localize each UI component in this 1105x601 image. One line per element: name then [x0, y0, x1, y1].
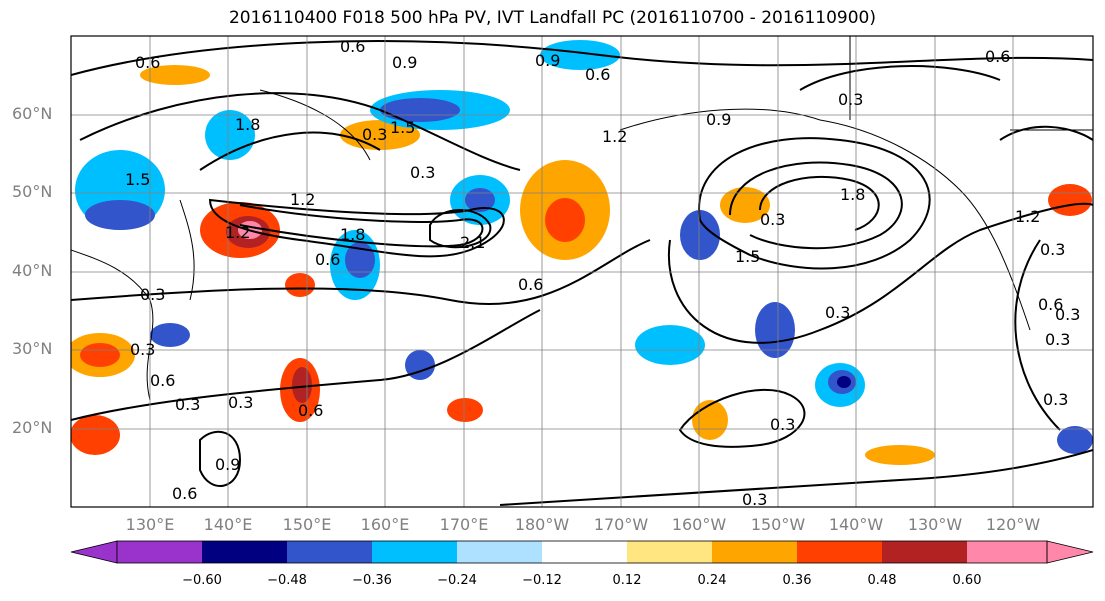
colorbar-bin: [627, 541, 712, 563]
colorbar-tick: −0.60: [182, 573, 222, 588]
lon-label-160w: 160°W: [671, 515, 727, 534]
colorbar-bin: [797, 541, 882, 563]
contour-label: 0.3: [410, 163, 435, 182]
contour-label: 1.2: [290, 190, 315, 209]
contour-label: 0.3: [1045, 330, 1070, 349]
colorbar-tick: 0.36: [782, 573, 812, 588]
colorbar-tick: −0.48: [267, 573, 307, 588]
contour-label: 1.2: [225, 223, 250, 242]
colorbar-bin: [287, 541, 372, 563]
colorbar-tick: 0.24: [697, 573, 727, 588]
lon-label-150w: 150°W: [750, 515, 806, 534]
contour-label: 1.8: [840, 185, 865, 204]
contour-label: 0.3: [825, 303, 850, 322]
contour-label: 1.5: [125, 170, 150, 189]
lon-label-130w: 130°W: [907, 515, 963, 534]
contour-label: 0.3: [760, 210, 785, 229]
chart-title: 2016110400 F018 500 hPa PV, IVT Landfall…: [228, 8, 876, 28]
plot-frame: [70, 35, 1094, 508]
colorbar-bin: [882, 541, 967, 563]
contour-label: 0.3: [838, 90, 863, 109]
colorbar-tick: 0.48: [867, 573, 897, 588]
contour-label: 1.8: [340, 225, 365, 244]
contour-label: 0.6: [518, 275, 543, 294]
contour-label: 1.2: [1015, 207, 1040, 226]
contour-label: 0.6: [1038, 295, 1063, 314]
contour-label: 0.9: [215, 455, 240, 474]
colorbar-bin: [457, 541, 542, 563]
contour-label: 0.3: [1055, 305, 1080, 324]
contour-label: 0.9: [706, 110, 731, 129]
contour-label: 0.6: [315, 250, 340, 269]
lon-label-160e: 160°E: [360, 515, 410, 534]
contour-label: 0.3: [1043, 390, 1068, 409]
colorbar-bin: [542, 541, 627, 563]
pv-contours: [71, 40, 1093, 506]
gridlines: [71, 36, 1093, 507]
colorbar-extend-high: [1046, 540, 1094, 564]
contour-label: 0.3: [770, 415, 795, 434]
contour-label: 0.6: [172, 484, 197, 503]
lon-label-170e: 170°E: [439, 515, 489, 534]
contour-label: 0.6: [585, 65, 610, 84]
contour-label: 1.5: [390, 118, 415, 137]
contour-label: 0.9: [392, 53, 417, 72]
colorbar-tick: 0.60: [952, 573, 982, 588]
contour-label: 0.3: [362, 125, 387, 144]
contour-label: 2.1: [460, 233, 485, 252]
lat-label-50n: 50°N: [12, 182, 53, 201]
colorbar-bin: [372, 541, 457, 563]
colorbar-bin: [202, 541, 287, 563]
contour-label: 0.3: [130, 340, 155, 359]
lat-label-40n: 40°N: [12, 261, 53, 280]
contour-label: 0.6: [985, 47, 1010, 66]
lon-label-150e: 150°E: [282, 515, 332, 534]
contour-label: 0.3: [175, 395, 200, 414]
contour-label: 0.6: [298, 401, 323, 420]
colorbar-bin: [712, 541, 797, 563]
lon-label-140w: 140°W: [828, 515, 884, 534]
colorbar-tick: −0.12: [522, 573, 562, 588]
contour-label: 0.3: [140, 285, 165, 304]
contour-label: 1.8: [235, 115, 260, 134]
lon-label-120w: 120°W: [985, 515, 1041, 534]
lon-label-170w: 170°W: [593, 515, 649, 534]
colorbar-tick: −0.36: [352, 573, 392, 588]
lon-label-140e: 140°E: [203, 515, 253, 534]
contour-label: 1.5: [735, 247, 760, 266]
lon-label-130e: 130°E: [125, 515, 175, 534]
colorbar-tick: 0.12: [612, 573, 642, 588]
contour-label: 0.3: [742, 490, 767, 509]
contour-label: 0.6: [135, 53, 160, 72]
lat-label-20n: 20°N: [12, 418, 53, 437]
contour-label: 0.3: [228, 393, 253, 412]
shaded-anomalies: [71, 40, 1093, 465]
contour-label: 1.2: [602, 127, 627, 146]
lat-label-30n: 30°N: [12, 339, 53, 358]
lon-label-180w: 180°W: [514, 515, 570, 534]
contour-label: 0.9: [535, 51, 560, 70]
colorbar-bin: [117, 541, 202, 563]
contour-label: 0.3: [1040, 240, 1065, 259]
lat-label-60n: 60°N: [12, 104, 53, 123]
colorbar-tick: −0.24: [437, 573, 477, 588]
contour-label: 0.6: [340, 37, 365, 56]
colorbar-extend-low: [70, 540, 118, 564]
colorbar-frame: [116, 540, 1048, 564]
colorbar-bin: [967, 541, 1047, 563]
contour-label: 0.6: [150, 371, 175, 390]
